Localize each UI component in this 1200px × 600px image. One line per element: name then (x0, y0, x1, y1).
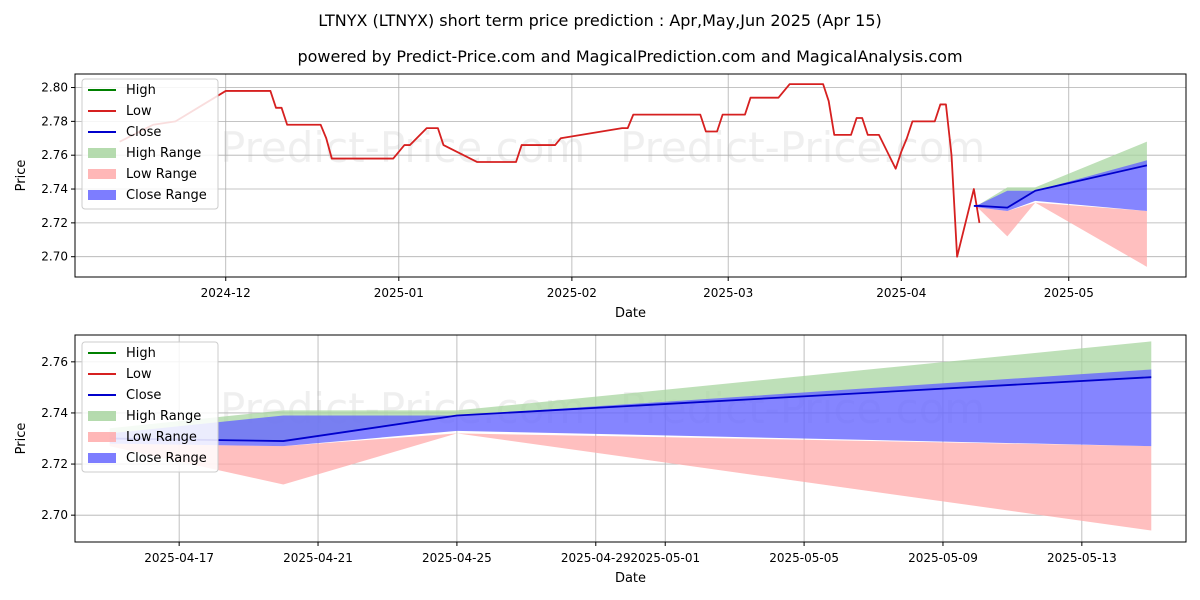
sub-title: powered by Predict-Price.com and Magical… (297, 47, 962, 66)
gridlines (75, 74, 1186, 277)
legend: High Low Close High Range Low Range Close Ran… (81, 78, 219, 210)
top-chart: Predict-Price.com Predict-Price.com2024-1… (14, 73, 1187, 321)
y-tick-label: 2.72 (41, 457, 68, 471)
legend-label: Low Range (126, 430, 197, 445)
legend-label: High (126, 83, 156, 98)
y-tick-label: 2.70 (41, 508, 68, 522)
main-title: LTNYX (LTNYX) short term price predictio… (318, 11, 882, 30)
y-tick-label: 2.74 (41, 182, 68, 196)
x-tick-label: 2024-12 (201, 286, 251, 300)
legend-label: Close (126, 125, 161, 140)
close-range-area (109, 369, 1152, 447)
x-tick-label: 2025-01 (374, 286, 424, 300)
x-tick-label: 2025-02 (547, 286, 597, 300)
x-tick-label: 2025-05 (1044, 286, 1094, 300)
legend-label: High (126, 346, 156, 361)
legend-label: Close (126, 388, 161, 403)
low-range-area (973, 202, 1147, 267)
low-series-line (119, 83, 981, 258)
plot-frame (74, 73, 1187, 278)
close-series-line (973, 164, 1148, 209)
y-tick-label: 2.72 (41, 216, 68, 230)
low-range-area (109, 433, 1152, 531)
x-tick-label: 2025-04 (876, 286, 926, 300)
y-axis-label: Price (14, 160, 29, 192)
legend-label: Close Range (126, 188, 207, 203)
y-tick-label: 2.78 (41, 114, 68, 128)
y-tick-label: 2.76 (41, 148, 68, 162)
x-tick-label: 2025-04-29 (561, 551, 631, 565)
watermark: Predict-Price.com (620, 123, 985, 172)
y-tick-label: 2.70 (41, 250, 68, 264)
x-tick-label: 2025-05-09 (908, 551, 978, 565)
x-tick-label: 2025-03 (703, 286, 753, 300)
x-tick-label: 2025-05-01 (630, 551, 700, 565)
x-tick-label: 2025-04-21 (283, 551, 353, 565)
legend-patch-swatch (88, 411, 116, 421)
y-tick-label: 2.76 (41, 355, 68, 369)
x-axis-label: Date (615, 571, 646, 586)
legend-label: High Range (126, 146, 201, 161)
legend-patch-swatch (88, 453, 116, 463)
legend-label: High Range (126, 409, 201, 424)
x-tick-label: 2025-04-17 (144, 551, 214, 565)
legend-patch-swatch (88, 148, 116, 158)
x-tick-label: 2025-04-25 (422, 551, 492, 565)
y-tick-label: 2.80 (41, 81, 68, 95)
legend-patch-swatch (88, 190, 116, 200)
plot-frame (74, 334, 1187, 543)
legend-label: Low (126, 367, 152, 382)
y-axis-label: Price (14, 423, 29, 455)
legend-label: Close Range (126, 451, 207, 466)
legend-patch-swatch (88, 169, 116, 179)
legend: High Low Close High Range Low Range Close Ran… (81, 341, 219, 473)
bottom-chart: Predict-Price.comPredict-Price.com2025-0… (14, 334, 1187, 586)
x-tick-label: 2025-05-13 (1047, 551, 1117, 565)
x-axis-label: Date (615, 306, 646, 321)
x-tick-label: 2025-05-05 (769, 551, 839, 565)
legend-patch-swatch (88, 432, 116, 442)
y-tick-label: 2.74 (41, 406, 68, 420)
legend-label: Low (126, 104, 152, 119)
legend-label: Low Range (126, 167, 197, 182)
